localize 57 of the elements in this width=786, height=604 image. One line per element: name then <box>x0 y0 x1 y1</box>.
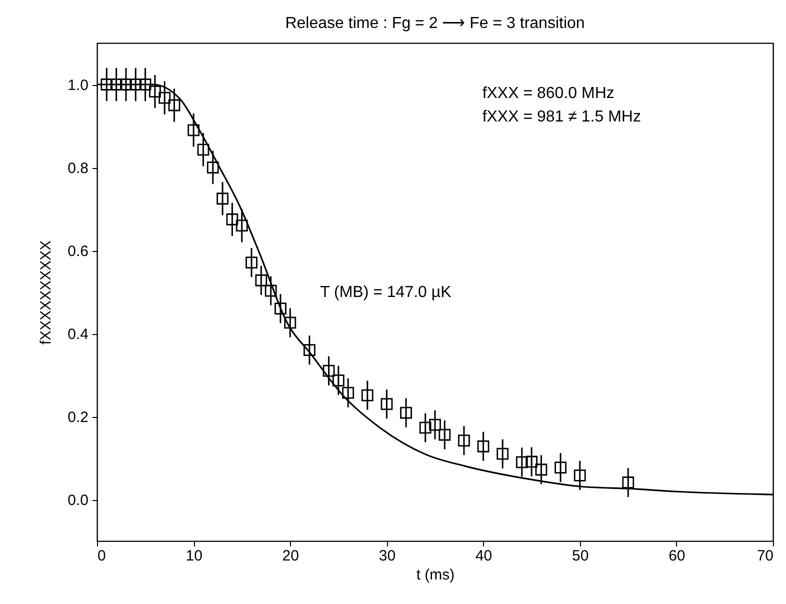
point <box>380 398 393 410</box>
x-tick-label: 60 <box>668 548 686 564</box>
point <box>110 78 122 90</box>
point <box>246 256 258 268</box>
y-tick-label: 0.6 <box>68 243 88 260</box>
x-tick-label: 10 <box>186 548 202 564</box>
point <box>216 192 228 205</box>
point <box>535 464 548 476</box>
point <box>100 78 113 90</box>
x-tick-label: 20 <box>282 548 299 564</box>
point <box>304 344 316 356</box>
point <box>158 92 171 104</box>
point <box>255 274 268 286</box>
point <box>188 124 200 136</box>
point <box>516 456 528 468</box>
point <box>168 99 180 112</box>
point <box>526 456 538 468</box>
point <box>622 476 634 488</box>
point <box>226 213 238 226</box>
point <box>197 144 210 156</box>
x-tick-label: 0 <box>98 548 106 564</box>
point <box>149 86 161 98</box>
y-tick-label: 1.0 <box>68 77 88 94</box>
point <box>274 302 286 315</box>
point <box>554 462 566 474</box>
point <box>429 418 441 431</box>
point <box>400 406 412 419</box>
point <box>477 440 490 452</box>
point <box>332 374 344 386</box>
annotation: T (MB) = 147.0 µK <box>320 284 452 301</box>
x-tick-label: 30 <box>378 548 396 564</box>
chart-title: Release time : Fg = 2 ⟶ Fe = 3 transition <box>285 15 585 32</box>
point <box>342 386 354 399</box>
x-tick-label: 40 <box>475 548 492 564</box>
point <box>236 220 248 232</box>
x-tick-label: 50 <box>572 548 589 564</box>
point <box>206 162 219 174</box>
y-tick-label: 0.0 <box>68 492 88 509</box>
y-tick-label: 0.4 <box>68 326 88 343</box>
x-axis-title: t (ms) <box>416 566 455 584</box>
y-axis-title: fXXXXXXXXXX <box>38 240 55 345</box>
point <box>130 78 142 90</box>
point <box>284 316 296 329</box>
annotation: fXXX = 981 ≠ 1.5 MHz <box>482 108 641 126</box>
point <box>139 78 152 90</box>
annotation: fXXX = 860.0 MHz <box>482 84 614 102</box>
point <box>496 448 509 460</box>
point <box>458 434 470 447</box>
point <box>419 422 432 434</box>
y-tick-label: 0.2 <box>68 409 88 426</box>
point <box>322 364 335 377</box>
y-tick-label: 0.8 <box>68 160 88 177</box>
point <box>264 284 277 297</box>
x-tick-label: 70 <box>756 548 774 564</box>
point <box>574 469 586 482</box>
point <box>361 389 374 402</box>
point <box>438 428 451 441</box>
